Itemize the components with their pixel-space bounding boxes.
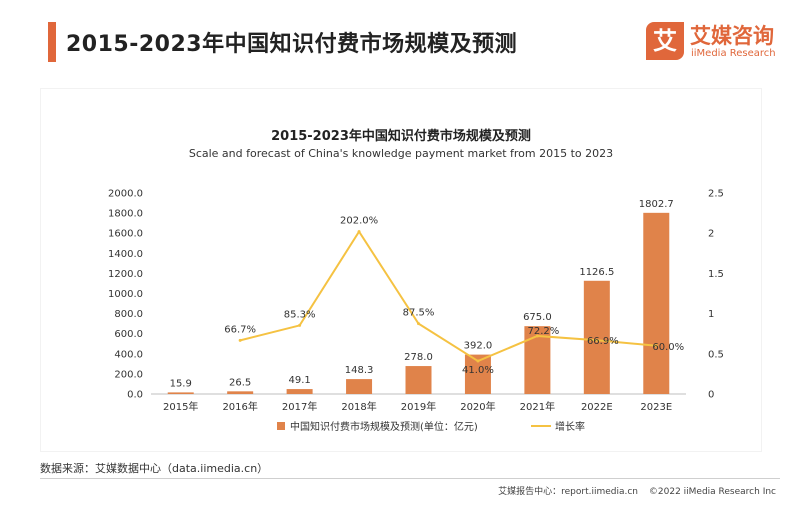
growth-rate-point — [595, 338, 599, 342]
growth-rate-label: 87.5% — [403, 308, 435, 319]
x-tick-label: 2016年 — [222, 400, 257, 413]
title-accent-bar — [48, 22, 56, 62]
growth-rate-point — [238, 338, 242, 342]
growth-rate-label: 72.2% — [527, 326, 559, 337]
y-left-tick-label: 1000.0 — [108, 289, 143, 300]
bar-value-label: 15.9 — [170, 378, 192, 389]
growth-rate-label: 41.0% — [462, 365, 494, 376]
bar — [227, 391, 254, 394]
logo-name: 艾媒咨询 — [690, 24, 774, 48]
bar-value-label: 1802.7 — [639, 199, 674, 210]
growth-rate-point — [357, 230, 361, 234]
x-tick-label: 2021年 — [520, 400, 555, 413]
growth-rate-point — [298, 323, 302, 327]
bar — [167, 392, 194, 394]
y-left-tick-label: 1800.0 — [108, 209, 143, 220]
y-left-tick-label: 1200.0 — [108, 269, 143, 280]
combo-chart: 0.0 200.0 400.0 600.0 800.0 1000.0 1200.0 1400.… — [108, 189, 724, 434]
brand-logo: 艾 艾媒咨询 iiMedia Research — [646, 20, 786, 66]
y-right-tick-label: 1 — [708, 309, 714, 320]
logo-subtitle: iiMedia Research — [691, 48, 776, 59]
x-tick-label: 2022E — [581, 402, 613, 413]
growth-rate-point — [476, 359, 480, 363]
bar-value-label: 278.0 — [404, 352, 433, 363]
bar-value-label: 148.3 — [345, 365, 374, 376]
y-left-tick-label: 800.0 — [114, 309, 143, 320]
bar-value-label: 675.0 — [523, 312, 552, 323]
growth-rate-point — [654, 344, 658, 348]
y-left-tick-label: 0.0 — [127, 390, 143, 401]
page-title: 2015-2023年中国知识付费市场规模及预测 — [66, 32, 518, 57]
growth-rate-point — [535, 334, 539, 338]
bar — [643, 212, 670, 394]
x-tick-label: 2015年 — [163, 400, 198, 413]
chart-subtitle: Scale and forecast of China's knowledge … — [188, 147, 614, 160]
y-right-tick-label: 1.5 — [708, 269, 724, 280]
x-tick-label: 2018年 — [341, 400, 376, 413]
y-left-tick-label: 1400.0 — [108, 249, 143, 260]
footer: 艾媒报告中心：report.iimedia.cn ©2022 iiMedia R… — [490, 484, 776, 497]
bar — [286, 389, 313, 394]
bar-value-label: 1126.5 — [579, 267, 614, 278]
logo-mark-icon: 艾 — [646, 22, 684, 60]
growth-rate-label: 85.3% — [284, 309, 316, 320]
bar-value-label: 392.0 — [464, 341, 493, 352]
x-tick-label: 2023E — [640, 402, 672, 413]
y-right-tick-label: 0.5 — [708, 349, 724, 360]
growth-rate-label: 202.0% — [340, 216, 378, 227]
growth-rate-point — [417, 322, 420, 326]
y-left-tick-label: 2000.0 — [108, 189, 143, 200]
y-left-tick-label: 600.0 — [114, 329, 143, 340]
growth-rate-line — [239, 229, 657, 363]
bar-value-label: 49.1 — [288, 375, 310, 386]
bar-value-label: 26.5 — [229, 377, 251, 388]
y-left-tick-label: 400.0 — [114, 349, 143, 360]
legend-line-label: 增长率 — [555, 420, 585, 433]
y-right-tick-label: 2 — [708, 229, 714, 240]
footer-report: 艾媒报告中心：report.iimedia.cn — [498, 487, 639, 497]
growth-rate-label: 60.0% — [652, 342, 684, 353]
y-left-tick-label: 1600.0 — [108, 229, 143, 240]
legend-bar-swatch — [277, 422, 285, 430]
chart-title: 2015-2023年中国知识付费市场规模及预测 — [271, 129, 531, 144]
legend-bar-label: 中国知识付费市场规模及预测(单位：亿元) — [290, 420, 478, 433]
bar — [583, 280, 610, 394]
bar — [346, 379, 373, 394]
data-source: 数据来源：艾媒数据中心（data.iimedia.cn） — [40, 462, 269, 475]
bar — [405, 366, 432, 394]
y-right-tick-label: 2.5 — [708, 189, 724, 200]
y-left-tick-label: 200.0 — [114, 369, 143, 380]
chart-panel: 2015-2023年中国知识付费市场规模及预测 Scale and foreca… — [40, 88, 762, 452]
x-tick-label: 2017年 — [282, 400, 317, 413]
x-tick-label: 2019年 — [401, 400, 436, 413]
y-right-tick-label: 0 — [708, 390, 714, 401]
footer-divider — [40, 478, 780, 479]
growth-rate-label: 66.9% — [587, 336, 619, 347]
x-tick-label: 2020年 — [460, 400, 495, 413]
footer-copyright: ©2022 iiMedia Research Inc — [648, 487, 776, 497]
growth-rate-label: 66.7% — [224, 324, 256, 335]
